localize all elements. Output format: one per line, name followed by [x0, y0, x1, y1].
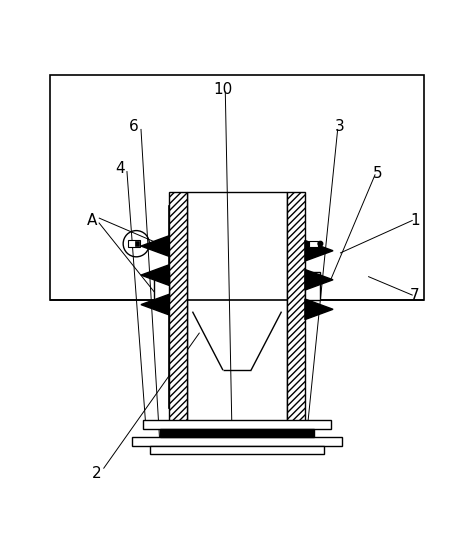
Bar [135, 241, 139, 246]
Text: A: A [87, 213, 97, 228]
Text: 1: 1 [410, 213, 420, 228]
Bar [287, 192, 305, 426]
Bar [128, 240, 140, 247]
Polygon shape [305, 241, 333, 261]
Bar [251, 206, 305, 408]
Bar [154, 272, 169, 300]
Text: 3: 3 [335, 119, 345, 134]
Bar [50, 75, 424, 300]
Text: 2: 2 [91, 466, 101, 481]
Bar [150, 446, 324, 454]
Bar [169, 192, 187, 426]
Bar [132, 437, 342, 446]
Text: 4: 4 [115, 161, 125, 176]
Polygon shape [141, 294, 169, 315]
Bar [187, 192, 287, 426]
Bar [309, 241, 318, 247]
Polygon shape [305, 269, 333, 290]
Polygon shape [305, 299, 333, 320]
Text: 6: 6 [129, 119, 139, 134]
Polygon shape [141, 236, 169, 257]
Circle shape [318, 241, 323, 246]
Bar [160, 429, 314, 437]
Polygon shape [141, 265, 169, 285]
Bar [305, 272, 320, 300]
Text: 5: 5 [373, 166, 383, 181]
Bar [169, 206, 223, 408]
Text: 10: 10 [213, 82, 233, 97]
Text: 7: 7 [410, 288, 420, 302]
Bar [143, 420, 331, 429]
